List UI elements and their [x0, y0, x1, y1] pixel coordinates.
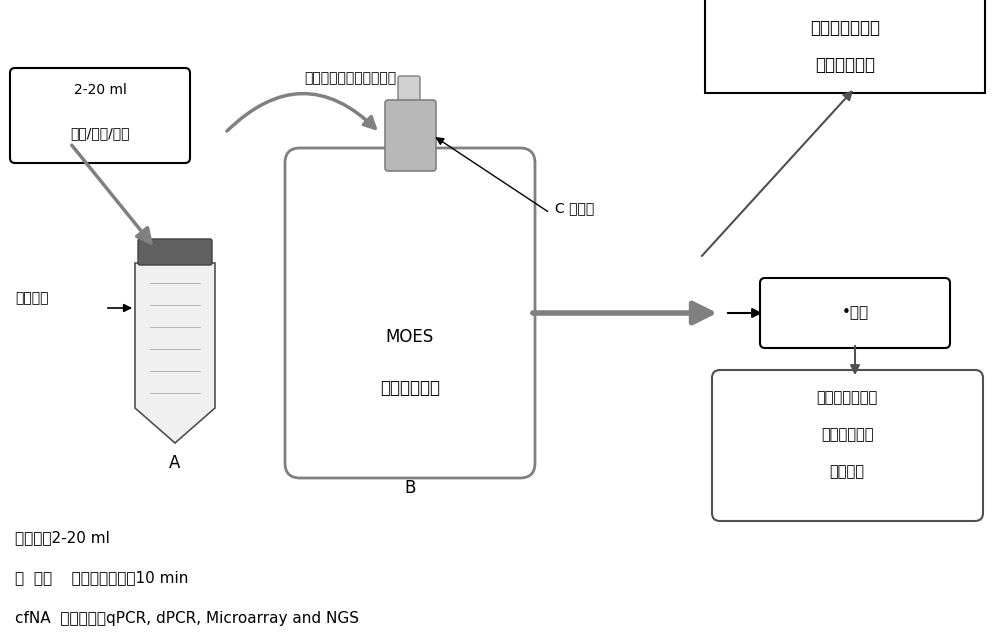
- FancyBboxPatch shape: [385, 100, 436, 171]
- Text: C 提取芯: C 提取芯: [555, 201, 594, 215]
- FancyBboxPatch shape: [705, 0, 985, 93]
- FancyBboxPatch shape: [285, 148, 535, 478]
- Text: cfNA  下游应用：qPCR, dPCR, Microarray and NGS: cfNA 下游应用：qPCR, dPCR, Microarray and NGS: [15, 610, 359, 626]
- Text: 进入下游应用: 进入下游应用: [815, 56, 875, 74]
- Text: •储存: •储存: [841, 305, 869, 320]
- Text: 转移裂解液，吸附，淋洗: 转移裂解液，吸附，淋洗: [304, 71, 396, 85]
- Text: 2-20 ml: 2-20 ml: [74, 83, 126, 97]
- FancyBboxPatch shape: [398, 76, 420, 110]
- Text: MOES: MOES: [386, 328, 434, 346]
- FancyBboxPatch shape: [712, 370, 983, 521]
- Text: 裂解消化: 裂解消化: [15, 291, 48, 305]
- Text: 下游应用: 下游应用: [830, 464, 865, 480]
- Text: B: B: [404, 479, 416, 497]
- Text: 快  速：    手工操作时间＜10 min: 快 速： 手工操作时间＜10 min: [15, 570, 188, 586]
- FancyBboxPatch shape: [760, 278, 950, 348]
- Text: 样本量：2-20 ml: 样本量：2-20 ml: [15, 530, 110, 545]
- Polygon shape: [135, 263, 215, 443]
- FancyBboxPatch shape: [10, 68, 190, 163]
- Text: 血浆/血滴/体液: 血浆/血滴/体液: [70, 126, 130, 140]
- Text: 即时洗脱核酸，: 即时洗脱核酸，: [810, 19, 880, 37]
- Text: 常温运输至中心: 常温运输至中心: [816, 390, 878, 406]
- FancyBboxPatch shape: [138, 239, 212, 265]
- Text: A: A: [169, 454, 181, 472]
- Text: 实验室，进入: 实验室，进入: [821, 428, 873, 442]
- Text: 密闭提取装置: 密闭提取装置: [380, 379, 440, 397]
